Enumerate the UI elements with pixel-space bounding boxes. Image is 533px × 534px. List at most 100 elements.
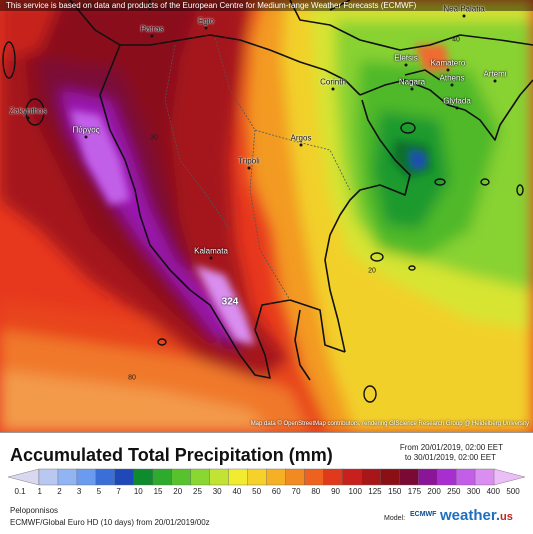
color-swatch [190, 468, 211, 486]
ecmwf-logo: ECMWF [410, 511, 437, 518]
color-scale-tick: 80 [311, 487, 321, 496]
color-scale-tick: 60 [271, 487, 281, 496]
color-scale-tick: 125 [368, 487, 382, 496]
time-range-from: From 20/01/2019, 02:00 EET [399, 443, 503, 452]
city-marker [204, 26, 208, 30]
city-marker [493, 79, 497, 83]
color-scale-tick: 100 [348, 487, 362, 496]
color-swatch [76, 468, 97, 486]
max-precipitation-value: 324 [221, 296, 239, 308]
color-scale-tick: 70 [291, 487, 301, 496]
color-scale-tick: 175 [407, 487, 422, 496]
color-swatch [209, 468, 230, 486]
color-swatch [171, 468, 192, 486]
color-swatch [436, 468, 457, 486]
color-scale-tick: 20 [173, 487, 183, 496]
city-label: Kalamata [194, 246, 228, 256]
city-marker [455, 106, 459, 110]
contour-label: 30 [150, 134, 158, 142]
color-swatch [247, 468, 268, 486]
color-scale-tick: 50 [252, 487, 262, 496]
city-label: Πύργος [72, 125, 100, 135]
color-swatch [361, 468, 381, 486]
city-marker [150, 34, 154, 38]
city-marker [410, 87, 414, 91]
color-swatch [417, 468, 438, 486]
color-swatch [266, 468, 287, 486]
city-marker [247, 166, 251, 170]
color-scale-tick: 40 [232, 487, 242, 496]
color-swatch [455, 468, 476, 486]
coastline [69, 0, 533, 381]
color-scale-bar [7, 468, 526, 486]
color-swatch [323, 468, 344, 486]
color-swatch [38, 468, 59, 486]
color-swatch [7, 468, 40, 486]
city-label: Athens [439, 73, 465, 83]
color-scale-tick: 2 [57, 487, 62, 496]
contour-label: 80 [128, 374, 136, 382]
city-marker [209, 256, 213, 260]
color-scale-tick: 0.1 [14, 487, 26, 496]
city-marker [450, 83, 454, 87]
city-label: Elefsis [394, 53, 418, 63]
city-marker [331, 87, 335, 91]
color-scale-tick: 10 [133, 487, 143, 496]
contour-label: 40 [452, 36, 460, 44]
color-scale-tick: 300 [466, 487, 481, 496]
color-swatch [95, 468, 116, 486]
city-label: Zakynthos [9, 106, 47, 116]
city-label: Argos [290, 133, 312, 143]
model-info: ECMWF/Global Euro HD (10 days) from 20/0… [10, 518, 210, 527]
color-swatch [342, 468, 363, 486]
time-range: From 20/01/2019, 02:00 EET to 30/01/2019… [400, 443, 503, 463]
city-label: Glyfada [443, 96, 471, 106]
color-scale-tick: 500 [506, 487, 520, 496]
color-swatch [380, 468, 400, 486]
color-swatch [399, 468, 419, 486]
color-swatch [133, 468, 154, 486]
city-label: Tripoli [238, 156, 260, 166]
color-scale-tick: 5 [96, 487, 102, 496]
precipitation-field [0, 0, 533, 432]
color-scale-tick: 7 [116, 487, 121, 496]
model-label: Model: [384, 515, 406, 522]
weather-us-logo[interactable]: weather.us [440, 507, 513, 524]
color-swatch [493, 468, 526, 486]
city-marker [462, 14, 466, 18]
brand-name: weather. [440, 507, 501, 524]
city-label: Corinth [320, 77, 346, 87]
city-label: Kamatero [430, 58, 466, 68]
color-scale-tick: 250 [447, 487, 461, 496]
color-scale-tick: 90 [331, 487, 340, 496]
city-label: Nea Palatia [443, 4, 485, 14]
color-swatch [285, 468, 306, 486]
color-swatch [474, 468, 495, 486]
color-scale-tick: 150 [387, 487, 402, 496]
city-label: Patras [140, 24, 164, 34]
city-label: Artemi [483, 69, 507, 79]
color-swatch [304, 468, 325, 486]
color-scale-tick: 25 [193, 487, 202, 496]
admin-borders [164, 37, 351, 301]
city-marker [446, 68, 450, 72]
data-source-notice: This service is based on data and produc… [0, 0, 533, 11]
contour-label: 20 [368, 267, 376, 275]
city-marker [26, 116, 30, 120]
color-scale-tick: 15 [153, 487, 163, 496]
color-scale-tick: 400 [486, 487, 500, 496]
color-swatch [152, 468, 173, 486]
precipitation-map[interactable]: This service is based on data and produc… [0, 0, 533, 432]
city-marker [404, 63, 408, 67]
color-scale-tick: 1 [37, 487, 42, 496]
city-label: Egio [197, 16, 215, 26]
time-range-to: to 30/01/2019, 02:00 EET [404, 453, 497, 462]
color-scale-ticks: 0.1 1 2 3 5 7 10 15 20 25 30 40 50 60 70 80 90 100 125 150 1… [0, 487, 533, 499]
color-swatch [228, 468, 249, 486]
color-scale-tick: 3 [76, 487, 82, 496]
color-swatch [57, 468, 78, 486]
brand-suffix: us [500, 511, 513, 523]
city-marker [84, 135, 88, 139]
color-scale-tick: 200 [427, 487, 441, 496]
